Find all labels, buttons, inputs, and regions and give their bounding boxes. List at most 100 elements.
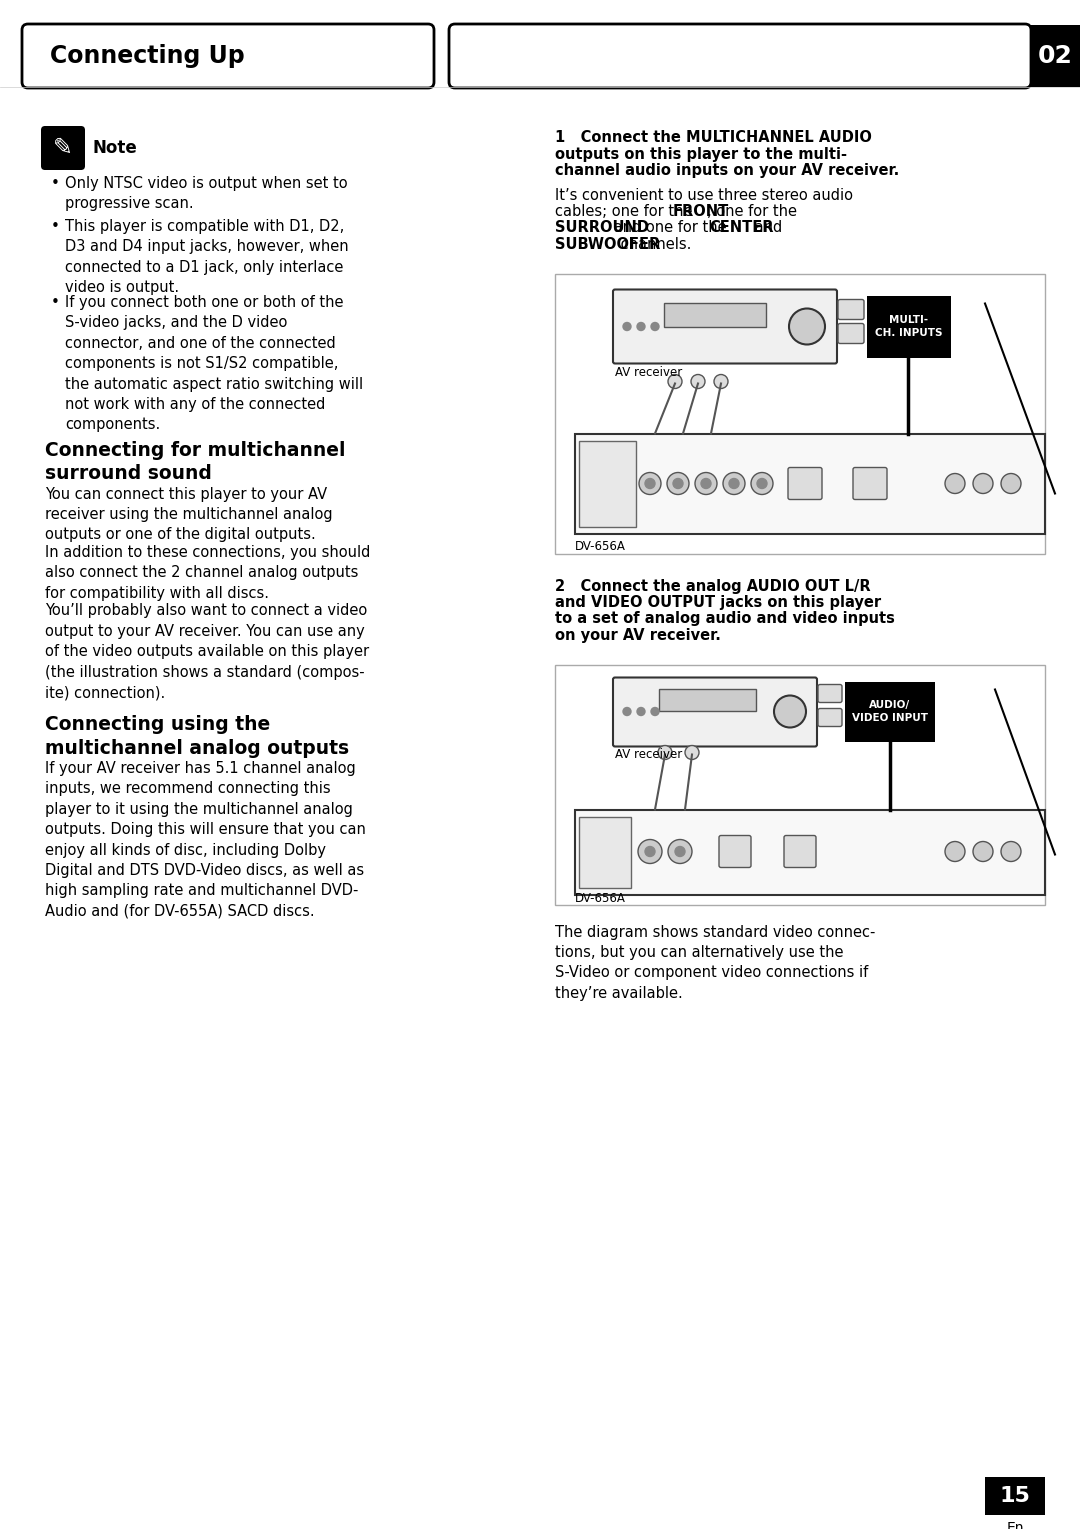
Circle shape [667, 472, 689, 494]
FancyBboxPatch shape [853, 468, 887, 500]
Text: Only NTSC video is output when set to
progressive scan.: Only NTSC video is output when set to pr… [65, 176, 348, 211]
Circle shape [637, 708, 645, 716]
Circle shape [673, 479, 683, 488]
Circle shape [637, 323, 645, 330]
FancyBboxPatch shape [818, 708, 842, 726]
FancyBboxPatch shape [867, 295, 951, 358]
FancyBboxPatch shape [22, 24, 434, 89]
Text: Connecting using the
multichannel analog outputs: Connecting using the multichannel analog… [45, 716, 349, 757]
FancyBboxPatch shape [555, 665, 1045, 905]
Text: •: • [51, 219, 59, 234]
FancyBboxPatch shape [613, 289, 837, 364]
Text: 15: 15 [1000, 1486, 1030, 1506]
FancyBboxPatch shape [838, 300, 864, 320]
FancyBboxPatch shape [845, 682, 935, 742]
Text: outputs on this player to the multi-: outputs on this player to the multi- [555, 147, 847, 162]
Text: , one for the: , one for the [707, 203, 797, 219]
Text: AV receiver: AV receiver [615, 365, 683, 379]
Circle shape [729, 479, 739, 488]
FancyBboxPatch shape [449, 24, 1031, 89]
FancyBboxPatch shape [1030, 24, 1080, 87]
Circle shape [696, 472, 717, 494]
FancyBboxPatch shape [664, 303, 766, 327]
FancyBboxPatch shape [575, 434, 1045, 534]
Text: and VIDEO OUTPUT jacks on this player: and VIDEO OUTPUT jacks on this player [555, 595, 881, 610]
Circle shape [623, 708, 631, 716]
Text: and: and [751, 220, 783, 235]
Circle shape [757, 479, 767, 488]
Text: AV receiver: AV receiver [615, 749, 683, 761]
FancyBboxPatch shape [788, 468, 822, 500]
Text: It’s convenient to use three stereo audio: It’s convenient to use three stereo audi… [555, 188, 853, 202]
FancyBboxPatch shape [575, 809, 1045, 894]
Circle shape [651, 323, 659, 330]
Circle shape [669, 839, 692, 864]
Circle shape [1001, 841, 1021, 861]
Text: This player is compatible with D1, D2,
D3 and D4 input jacks, however, when
conn: This player is compatible with D1, D2, D… [65, 219, 349, 295]
FancyBboxPatch shape [579, 816, 631, 887]
Text: Connecting for multichannel
surround sound: Connecting for multichannel surround sou… [45, 440, 346, 483]
Circle shape [945, 841, 966, 861]
Circle shape [638, 839, 662, 864]
Text: AUDIO/
VIDEO INPUT: AUDIO/ VIDEO INPUT [852, 700, 928, 723]
Text: In addition to these connections, you should
also connect the 2 channel analog o: In addition to these connections, you sh… [45, 544, 370, 601]
Circle shape [723, 472, 745, 494]
Text: ✎: ✎ [53, 136, 72, 161]
Text: •: • [51, 176, 59, 191]
Circle shape [691, 375, 705, 388]
Text: The diagram shows standard video connec-
tions, but you can alternatively use th: The diagram shows standard video connec-… [555, 925, 876, 1000]
Text: 2   Connect the analog AUDIO OUT L/R: 2 Connect the analog AUDIO OUT L/R [555, 578, 870, 593]
Circle shape [973, 841, 993, 861]
Text: FRONT: FRONT [673, 203, 729, 219]
Circle shape [1001, 474, 1021, 494]
Circle shape [639, 472, 661, 494]
Text: Note: Note [93, 139, 138, 157]
Circle shape [789, 309, 825, 344]
FancyBboxPatch shape [784, 835, 816, 867]
Text: CENTER: CENTER [710, 220, 774, 235]
Circle shape [714, 375, 728, 388]
Circle shape [645, 479, 654, 488]
Text: SUBWOOFER: SUBWOOFER [555, 237, 660, 252]
Text: DV-656A: DV-656A [575, 893, 626, 905]
Text: •: • [51, 295, 59, 310]
Circle shape [685, 746, 699, 760]
Text: channels.: channels. [617, 237, 691, 252]
Text: SURROUND: SURROUND [555, 220, 649, 235]
Text: You can connect this player to your AV
receiver using the multichannel analog
ou: You can connect this player to your AV r… [45, 486, 333, 543]
Text: 02: 02 [1038, 44, 1072, 67]
Text: channel audio inputs on your AV receiver.: channel audio inputs on your AV receiver… [555, 164, 900, 177]
Text: You’ll probably also want to connect a video
output to your AV receiver. You can: You’ll probably also want to connect a v… [45, 604, 369, 700]
Circle shape [651, 708, 659, 716]
Text: Connecting Up: Connecting Up [50, 44, 245, 67]
Circle shape [973, 474, 993, 494]
Text: DV-656A: DV-656A [575, 540, 626, 552]
Text: 1   Connect the MULTICHANNEL AUDIO: 1 Connect the MULTICHANNEL AUDIO [555, 130, 872, 145]
Circle shape [623, 323, 631, 330]
Text: If your AV receiver has 5.1 channel analog
inputs, we recommend connecting this
: If your AV receiver has 5.1 channel anal… [45, 761, 366, 919]
FancyBboxPatch shape [555, 274, 1045, 553]
FancyBboxPatch shape [659, 688, 756, 711]
FancyBboxPatch shape [838, 324, 864, 344]
Circle shape [675, 847, 685, 856]
Text: En: En [1007, 1521, 1024, 1529]
Text: MULTI-
CH. INPUTS: MULTI- CH. INPUTS [875, 315, 943, 338]
Circle shape [669, 375, 681, 388]
Text: If you connect both one or both of the
S-video jacks, and the D video
connector,: If you connect both one or both of the S… [65, 295, 363, 433]
FancyBboxPatch shape [41, 125, 85, 170]
Circle shape [658, 746, 672, 760]
Circle shape [701, 479, 711, 488]
FancyBboxPatch shape [719, 835, 751, 867]
FancyBboxPatch shape [818, 685, 842, 702]
FancyBboxPatch shape [985, 1477, 1045, 1515]
FancyBboxPatch shape [613, 677, 816, 746]
Text: to a set of analog audio and video inputs: to a set of analog audio and video input… [555, 612, 895, 627]
Circle shape [945, 474, 966, 494]
Circle shape [751, 472, 773, 494]
Circle shape [774, 696, 806, 728]
Circle shape [645, 847, 654, 856]
Text: cables; one for the: cables; one for the [555, 203, 697, 219]
Text: on your AV receiver.: on your AV receiver. [555, 628, 720, 644]
FancyBboxPatch shape [579, 440, 636, 526]
Text: and one for the: and one for the [609, 220, 731, 235]
